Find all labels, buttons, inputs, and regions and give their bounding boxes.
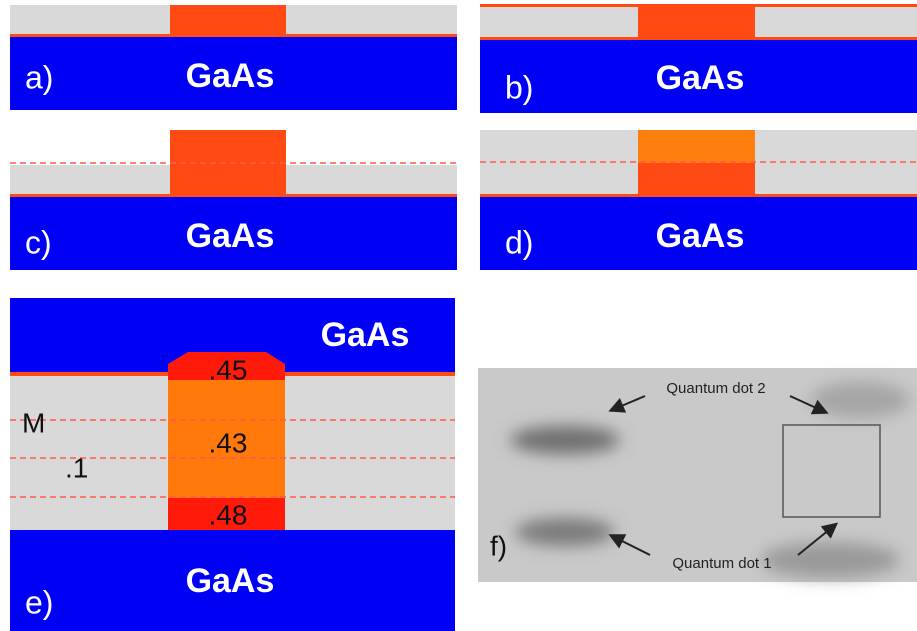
panel-label: b) (505, 69, 533, 105)
dot-top (638, 130, 755, 163)
panel-label: e) (25, 584, 53, 620)
wetting-layer (10, 194, 457, 197)
panel-label: f) (490, 530, 507, 561)
dot (170, 5, 286, 35)
layer-value: .1 (65, 452, 88, 483)
panel-d: d) GaAs (480, 130, 917, 270)
dot-value: .43 (209, 427, 248, 458)
material-label: GaAs (186, 562, 275, 600)
material-label: GaAs (186, 217, 275, 255)
annotation: Quantum dot 2 (666, 380, 765, 397)
dot (638, 7, 755, 38)
panel-f: Quantum dot 2 Quantum dot 1 f) (478, 368, 917, 582)
panel-c: c) GaAs (10, 130, 457, 270)
dot-bottom (638, 163, 755, 195)
dot-value: .48 (209, 499, 248, 530)
panel-e: GaAs M .1 .45 .43 .48 e) GaAs (10, 298, 455, 631)
material-label: GaAs (186, 57, 275, 95)
material-label: GaAs (656, 217, 745, 255)
annotation: Quantum dot 1 (672, 555, 771, 572)
material-label: GaAs (656, 59, 745, 97)
panel-label: a) (25, 59, 53, 95)
cap-line (480, 4, 917, 7)
layer-label: M (22, 407, 45, 438)
wetting-layer (480, 37, 917, 40)
figure: a) GaAs b) GaAs c) GaAs d) GaAs (0, 0, 917, 631)
panel-b: b) GaAs (480, 4, 917, 113)
panel-a: a) GaAs (10, 5, 457, 110)
wetting-layer (10, 34, 457, 37)
dot (170, 130, 286, 195)
dot-value: .45 (209, 354, 248, 385)
wetting-layer (480, 194, 917, 197)
panel-label: d) (505, 224, 533, 260)
panel-label: c) (25, 224, 52, 260)
material-label: GaAs (321, 316, 410, 354)
